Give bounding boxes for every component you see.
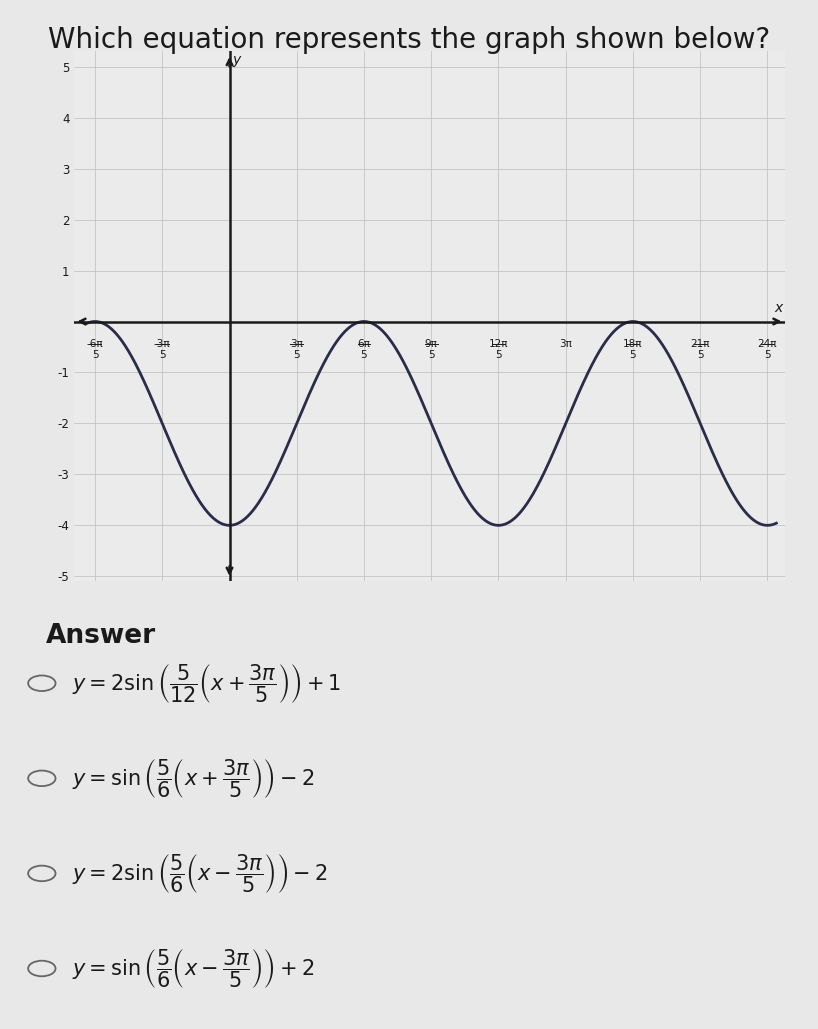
Text: 3π: 3π <box>290 340 303 350</box>
Text: $y = 2\sin\left(\dfrac{5}{12}\left(x + \dfrac{3\pi}{5}\right)\right) + 1$: $y = 2\sin\left(\dfrac{5}{12}\left(x + \… <box>72 662 341 705</box>
Text: $y$: $y$ <box>232 54 243 69</box>
Text: 5: 5 <box>361 350 367 359</box>
Text: Answer: Answer <box>46 623 155 648</box>
Text: Which equation represents the graph shown below?: Which equation represents the graph show… <box>48 26 770 54</box>
Text: 12π: 12π <box>488 340 508 350</box>
Text: 5: 5 <box>495 350 501 359</box>
Text: 5: 5 <box>92 350 98 359</box>
Text: -6π: -6π <box>87 340 103 350</box>
Text: 5: 5 <box>294 350 300 359</box>
Text: 18π: 18π <box>623 340 643 350</box>
Text: $y = 2\sin\left(\dfrac{5}{6}\left(x - \dfrac{3\pi}{5}\right)\right) - 2$: $y = 2\sin\left(\dfrac{5}{6}\left(x - \d… <box>72 852 328 895</box>
Text: 5: 5 <box>697 350 703 359</box>
Text: 9π: 9π <box>425 340 438 350</box>
Text: 3π: 3π <box>560 340 572 350</box>
Text: $y = \sin\left(\dfrac{5}{6}\left(x + \dfrac{3\pi}{5}\right)\right) - 2$: $y = \sin\left(\dfrac{5}{6}\left(x + \df… <box>72 757 315 800</box>
Text: 6π: 6π <box>357 340 371 350</box>
Text: 5: 5 <box>428 350 434 359</box>
Text: 5: 5 <box>764 350 771 359</box>
Text: -3π: -3π <box>154 340 171 350</box>
Text: $y = \sin\left(\dfrac{5}{6}\left(x - \dfrac{3\pi}{5}\right)\right) + 2$: $y = \sin\left(\dfrac{5}{6}\left(x - \df… <box>72 947 315 990</box>
Text: 21π: 21π <box>690 340 710 350</box>
Text: $x$: $x$ <box>774 301 784 316</box>
Text: 5: 5 <box>630 350 636 359</box>
Text: 5: 5 <box>159 350 165 359</box>
Text: 24π: 24π <box>757 340 777 350</box>
